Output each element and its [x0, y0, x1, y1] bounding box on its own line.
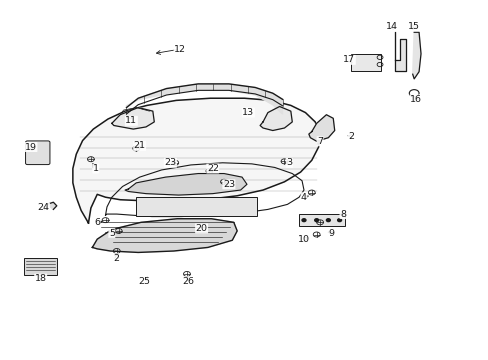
- Polygon shape: [308, 115, 334, 141]
- Text: 10: 10: [297, 235, 309, 244]
- Bar: [350, 54, 380, 71]
- Text: 16: 16: [409, 95, 421, 104]
- Bar: [299, 214, 345, 226]
- Text: 3: 3: [285, 158, 292, 167]
- Text: 12: 12: [174, 45, 186, 54]
- Text: 17: 17: [343, 55, 355, 64]
- Text: 11: 11: [125, 116, 137, 125]
- Text: 5: 5: [109, 229, 115, 238]
- Text: 24: 24: [38, 203, 49, 212]
- Circle shape: [326, 219, 330, 222]
- Text: 14: 14: [385, 22, 397, 31]
- Text: 13: 13: [242, 108, 254, 117]
- Polygon shape: [260, 107, 292, 131]
- Circle shape: [302, 219, 305, 222]
- Polygon shape: [125, 174, 246, 195]
- Text: 20: 20: [195, 224, 207, 233]
- Text: 8: 8: [339, 210, 346, 219]
- Bar: [24, 258, 57, 275]
- Text: 2: 2: [347, 132, 353, 141]
- Circle shape: [337, 219, 341, 222]
- Text: 25: 25: [138, 276, 150, 285]
- Polygon shape: [47, 202, 57, 210]
- Text: 2: 2: [114, 254, 120, 263]
- Text: 15: 15: [407, 22, 419, 31]
- Polygon shape: [126, 84, 282, 114]
- Text: 18: 18: [35, 274, 46, 283]
- Text: 4: 4: [301, 193, 306, 202]
- Text: 19: 19: [25, 143, 37, 152]
- Polygon shape: [394, 32, 406, 71]
- FancyBboxPatch shape: [25, 141, 50, 165]
- Bar: [136, 197, 257, 216]
- Text: 26: 26: [182, 276, 194, 285]
- Text: 21: 21: [133, 141, 145, 150]
- Polygon shape: [412, 32, 420, 79]
- Text: 22: 22: [206, 164, 218, 173]
- Text: 1: 1: [93, 164, 99, 173]
- Polygon shape: [73, 98, 320, 223]
- Polygon shape: [92, 219, 237, 252]
- Circle shape: [314, 219, 318, 222]
- Text: 23: 23: [223, 180, 234, 189]
- Text: 6: 6: [94, 218, 100, 227]
- Text: 23: 23: [164, 158, 176, 167]
- Text: 9: 9: [327, 229, 334, 238]
- Text: 7: 7: [316, 137, 323, 146]
- Polygon shape: [112, 108, 154, 129]
